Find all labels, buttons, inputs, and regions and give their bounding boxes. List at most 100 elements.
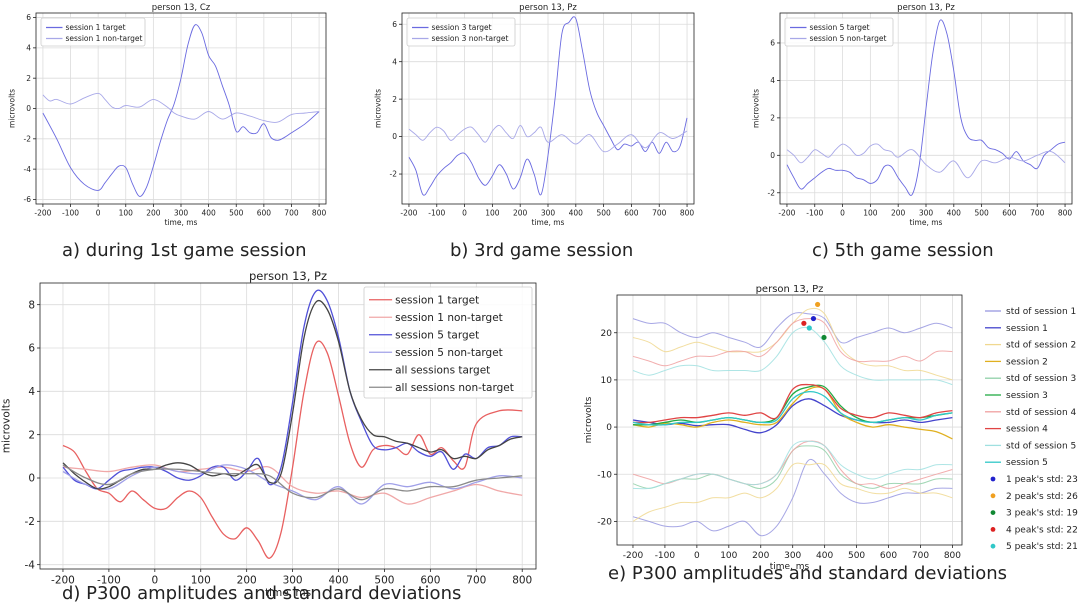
x-tick-label: 300 xyxy=(784,551,801,561)
x-tick-label: 700 xyxy=(1030,209,1045,218)
legend-box xyxy=(406,17,516,47)
y-tick-label: 6 xyxy=(392,20,397,29)
x-tick-label: 700 xyxy=(466,575,486,587)
x-tick-label: 800 xyxy=(312,209,327,218)
legend-label: session 2 xyxy=(1006,357,1048,367)
x-axis-label: time, ms xyxy=(910,218,943,227)
caption-e: e) P300 amplitudes and standard deviatio… xyxy=(608,563,1007,584)
x-tick-label: 800 xyxy=(1058,209,1073,218)
legend-label: session 1 target xyxy=(66,23,126,32)
y-tick-label: 0 xyxy=(28,473,35,485)
legend-label: session 1 xyxy=(1006,324,1048,334)
x-tick-label: 100 xyxy=(720,551,737,561)
legend-label: session 5 target xyxy=(810,23,870,32)
std-band-lower xyxy=(632,440,953,490)
x-tick-label: 600 xyxy=(420,575,440,587)
series-line xyxy=(632,386,953,440)
legend-label: session 3 target xyxy=(432,23,492,32)
x-axis-label: time, ms xyxy=(770,562,810,572)
y-axis-label: microvolts xyxy=(1,399,13,454)
x-tick-label: 400 xyxy=(328,575,348,587)
x-tick-label: -100 xyxy=(655,551,676,561)
plot-frame xyxy=(616,294,963,546)
y-tick-label: 10 xyxy=(601,376,613,386)
std-band-lower xyxy=(632,458,953,537)
y-tick-label: 4 xyxy=(770,76,775,85)
legend-label: session 4 xyxy=(1006,425,1048,435)
x-tick-label: -100 xyxy=(428,209,445,218)
x-tick-label: 200 xyxy=(513,209,528,218)
legend-box xyxy=(40,17,146,47)
x-tick-label: 400 xyxy=(816,551,833,561)
legend-label: session 1 target xyxy=(395,294,479,306)
legend-label: std of session 1 xyxy=(1006,307,1076,317)
x-tick-label: 0 xyxy=(151,575,158,587)
y-axis-label: microvolts xyxy=(7,89,16,128)
legend-box xyxy=(784,17,894,47)
y-tick-label: 6 xyxy=(770,39,775,48)
y-tick-label: -2 xyxy=(24,134,32,143)
chart-title: person 13, Pz xyxy=(897,3,955,13)
chart-title: person 13, Pz xyxy=(756,284,824,295)
y-tick-label: 2 xyxy=(28,429,35,441)
y-tick-label: -20 xyxy=(597,518,612,528)
peak-marker xyxy=(801,320,807,326)
y-tick-label: -4 xyxy=(24,165,32,174)
y-tick-label: 2 xyxy=(26,74,31,83)
x-tick-label: -100 xyxy=(62,209,79,218)
y-tick-label: 2 xyxy=(770,113,775,122)
caption-c: c) 5th game session xyxy=(812,240,994,261)
y-axis-label: microvolts xyxy=(584,396,594,443)
chart-c: -200 -100 0 100 200 300 400 500 600 700 800 -2 0 2 4 6 p… xyxy=(751,3,1072,227)
legend-label: session 5 target xyxy=(395,329,479,341)
legend-label: std of session 2 xyxy=(1006,341,1076,351)
x-tick-label: 300 xyxy=(541,209,556,218)
x-tick-label: -200 xyxy=(778,209,795,218)
peak-marker xyxy=(810,315,817,322)
x-tick-label: 800 xyxy=(944,551,961,561)
legend-peak-marker xyxy=(990,476,996,482)
y-axis-label: microvolts xyxy=(373,89,382,128)
legend-label: 4 peak's std: 22 xyxy=(1006,525,1078,535)
y-tick-label: 4 xyxy=(28,386,35,398)
y-tick-label: -2 xyxy=(390,170,398,179)
x-axis-label: time, ms xyxy=(165,218,198,227)
caption-a: a) during 1st game session xyxy=(62,240,307,261)
y-axis-label: microvolts xyxy=(751,89,760,128)
peak-marker xyxy=(815,301,821,308)
x-tick-label: 800 xyxy=(512,575,532,587)
x-tick-label: 600 xyxy=(257,209,272,218)
x-tick-label: -200 xyxy=(400,209,417,218)
series-line xyxy=(42,92,320,123)
x-tick-label: 200 xyxy=(752,551,769,561)
x-tick-label: 600 xyxy=(1002,209,1017,218)
std-band-lower xyxy=(632,462,953,522)
x-tick-label: 600 xyxy=(880,551,897,561)
x-tick-label: 0 xyxy=(96,209,101,218)
legend-peak-marker xyxy=(990,527,996,532)
x-tick-label: 700 xyxy=(652,209,667,218)
x-tick-label: -200 xyxy=(34,209,51,218)
x-tick-label: 800 xyxy=(680,209,695,218)
x-tick-label: 500 xyxy=(374,575,394,587)
y-tick-label: -2 xyxy=(25,516,35,528)
y-tick-label: 4 xyxy=(392,57,397,66)
y-tick-label: -2 xyxy=(768,188,776,197)
series-line xyxy=(62,464,523,505)
std-band-upper xyxy=(632,318,953,367)
legend-label: session 3 xyxy=(1006,391,1048,401)
y-tick-label: 6 xyxy=(26,13,31,22)
y-tick-label: 2 xyxy=(392,95,397,104)
x-tick-label: 300 xyxy=(283,575,303,587)
legend-label: std of session 3 xyxy=(1006,374,1076,384)
x-tick-label: 500 xyxy=(229,209,244,218)
series-line xyxy=(786,143,1066,179)
series-line xyxy=(408,124,688,153)
series-line xyxy=(62,464,523,501)
x-tick-label: 0 xyxy=(462,209,467,218)
y-tick-label: 4 xyxy=(26,43,31,52)
x-tick-label: -200 xyxy=(51,575,75,587)
y-tick-label: 0 xyxy=(606,423,612,433)
x-tick-label: 400 xyxy=(201,209,216,218)
